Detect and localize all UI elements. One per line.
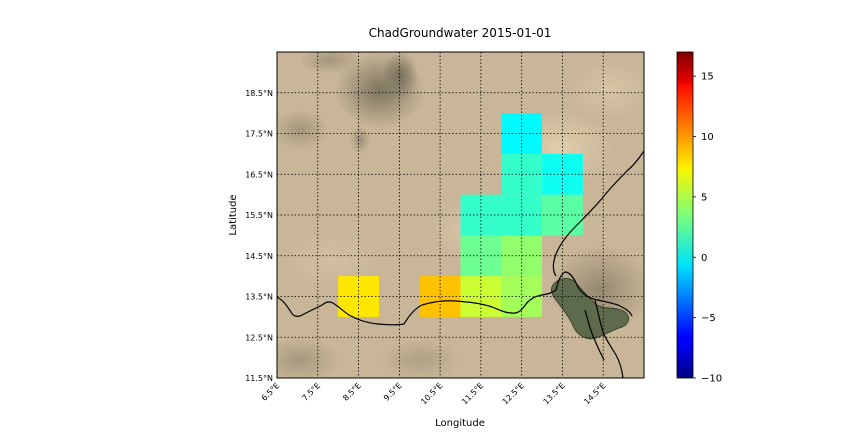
y-tick-label: 14.5°N [245, 252, 273, 261]
map-frame [276, 51, 645, 379]
border-nigeria-cameroon [584, 309, 605, 361]
border-chad-cameroon [594, 299, 624, 378]
y-tick-labels: 11.5°N 12.5°N 13.5°N 14.5°N 15.5°N 16.5°N 17.5… [245, 89, 273, 383]
y-tick-label: 15.5°N [245, 211, 273, 220]
y-tick-label: 16.5°N [245, 170, 273, 179]
x-tick-label: 12.5°E [501, 381, 526, 406]
x-tick-label: 11.5°E [460, 381, 485, 406]
colorbar-tick-label: 10 [701, 132, 714, 143]
colorbar-tick-label: 0 [701, 253, 707, 264]
x-tick-label: 14.5°E [582, 381, 607, 406]
x-tick-labels: 6.5°E 7.5°E 8.5°E 9.5°E 10.5°E 11.5°E 12.5°E 13… [260, 381, 608, 406]
border-niger-nigeria [277, 271, 633, 326]
x-tick-label: 10.5°E [419, 381, 444, 406]
colorbar-ticks: −10 −5 0 5 10 15 [693, 72, 722, 385]
y-tick-label: 17.5°N [245, 130, 273, 139]
colorbar-tick-label: −10 [701, 374, 722, 385]
basemap [277, 52, 644, 378]
lake-chad [550, 278, 629, 340]
y-tick-label: 11.5°N [245, 374, 273, 383]
groundwater-cell [501, 194, 543, 236]
colorbar-tick-label: 15 [701, 72, 714, 83]
groundwater-cell [542, 194, 583, 236]
x-tick-label: 8.5°E [341, 381, 363, 403]
y-axis-label: Latitude [228, 194, 239, 235]
colorbar-gradient [676, 51, 694, 379]
map-title: ChadGroundwater 2015-01-01 [369, 26, 552, 40]
x-tick-label: 7.5°E [300, 381, 322, 403]
y-tick-label: 18.5°N [245, 89, 273, 98]
x-tick-label: 13.5°E [541, 381, 566, 406]
border-niger-chad [552, 150, 644, 277]
colorbar-tick-label: 5 [701, 192, 707, 203]
groundwater-cell [419, 276, 461, 317]
y-tick-label: 12.5°N [245, 333, 273, 342]
colorbar: −10 −5 0 5 10 15 [676, 51, 722, 385]
gridlines [277, 52, 644, 378]
x-tick-label: 9.5°E [382, 381, 404, 403]
y-tick-label: 13.5°N [245, 293, 273, 302]
colorbar-tick-label: −5 [701, 313, 716, 324]
x-axis-label: Longitude [435, 418, 485, 429]
x-tick-label: 6.5°E [260, 381, 282, 403]
